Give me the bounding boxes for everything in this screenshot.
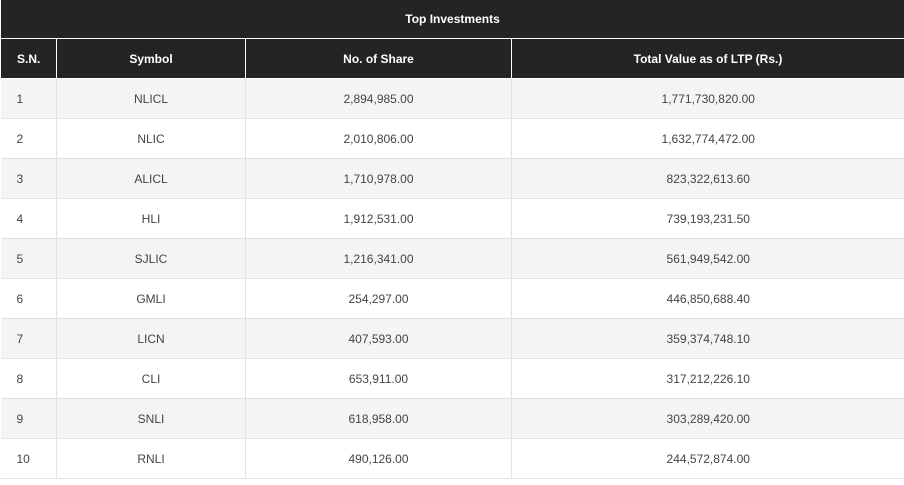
cell-sn: 1 bbox=[0, 78, 57, 119]
cell-sn: 7 bbox=[0, 318, 57, 359]
cell-symbol: SNLI bbox=[56, 398, 246, 439]
cell-sn: 6 bbox=[0, 278, 57, 319]
column-header-symbol: Symbol bbox=[56, 38, 246, 79]
table-row: 2 NLIC 2,010,806.00 1,632,774,472.00 bbox=[0, 118, 904, 159]
cell-shares: 1,216,341.00 bbox=[245, 238, 512, 279]
cell-symbol: CLI bbox=[56, 358, 246, 399]
cell-symbol: ALICL bbox=[56, 158, 246, 199]
cell-shares: 653,911.00 bbox=[245, 358, 512, 399]
cell-sn: 9 bbox=[0, 398, 57, 439]
cell-value: 446,850,688.40 bbox=[510, 278, 904, 319]
cell-symbol: SJLIC bbox=[56, 238, 246, 279]
table-row: 10 RNLI 490,126.00 244,572,874.00 bbox=[0, 438, 904, 479]
cell-sn: 5 bbox=[0, 238, 57, 279]
column-header-shares: No. of Share bbox=[245, 38, 512, 79]
cell-symbol: LICN bbox=[56, 318, 246, 359]
cell-shares: 2,010,806.00 bbox=[245, 118, 512, 159]
table-title: Top Investments bbox=[0, 0, 904, 39]
cell-symbol: NLIC bbox=[56, 118, 246, 159]
cell-value: 739,193,231.50 bbox=[510, 198, 904, 239]
cell-symbol: NLICL bbox=[56, 78, 246, 119]
cell-value: 1,632,774,472.00 bbox=[510, 118, 904, 159]
table-row: 8 CLI 653,911.00 317,212,226.10 bbox=[0, 358, 904, 399]
table-title-row: Top Investments bbox=[0, 0, 904, 39]
cell-symbol: GMLI bbox=[56, 278, 246, 319]
cell-sn: 10 bbox=[0, 438, 57, 479]
column-header-sn: S.N. bbox=[0, 38, 57, 79]
cell-value: 823,322,613.60 bbox=[510, 158, 904, 199]
table-row: 3 ALICL 1,710,978.00 823,322,613.60 bbox=[0, 158, 904, 199]
table-row: 9 SNLI 618,958.00 303,289,420.00 bbox=[0, 398, 904, 439]
cell-shares: 1,710,978.00 bbox=[245, 158, 512, 199]
cell-sn: 8 bbox=[0, 358, 57, 399]
cell-shares: 254,297.00 bbox=[245, 278, 512, 319]
table-row: 4 HLI 1,912,531.00 739,193,231.50 bbox=[0, 198, 904, 239]
table-header-row: S.N. Symbol No. of Share Total Value as … bbox=[0, 38, 904, 79]
cell-value: 244,572,874.00 bbox=[510, 438, 904, 479]
cell-shares: 2,894,985.00 bbox=[245, 78, 512, 119]
cell-value: 561,949,542.00 bbox=[510, 238, 904, 279]
table-row: 7 LICN 407,593.00 359,374,748.10 bbox=[0, 318, 904, 359]
cell-shares: 490,126.00 bbox=[245, 438, 512, 479]
cell-value: 317,212,226.10 bbox=[510, 358, 904, 399]
cell-sn: 2 bbox=[0, 118, 57, 159]
cell-sn: 4 bbox=[0, 198, 57, 239]
cell-shares: 1,912,531.00 bbox=[245, 198, 512, 239]
cell-symbol: RNLI bbox=[56, 438, 246, 479]
cell-value: 303,289,420.00 bbox=[510, 398, 904, 439]
cell-symbol: HLI bbox=[56, 198, 246, 239]
table-row: 1 NLICL 2,894,985.00 1,771,730,820.00 bbox=[0, 78, 904, 119]
table-row: 6 GMLI 254,297.00 446,850,688.40 bbox=[0, 278, 904, 319]
cell-shares: 407,593.00 bbox=[245, 318, 512, 359]
cell-value: 359,374,748.10 bbox=[510, 318, 904, 359]
cell-shares: 618,958.00 bbox=[245, 398, 512, 439]
cell-value: 1,771,730,820.00 bbox=[510, 78, 904, 119]
cell-sn: 3 bbox=[0, 158, 57, 199]
table-row: 5 SJLIC 1,216,341.00 561,949,542.00 bbox=[0, 238, 904, 279]
column-header-value: Total Value as of LTP (Rs.) bbox=[510, 38, 904, 79]
